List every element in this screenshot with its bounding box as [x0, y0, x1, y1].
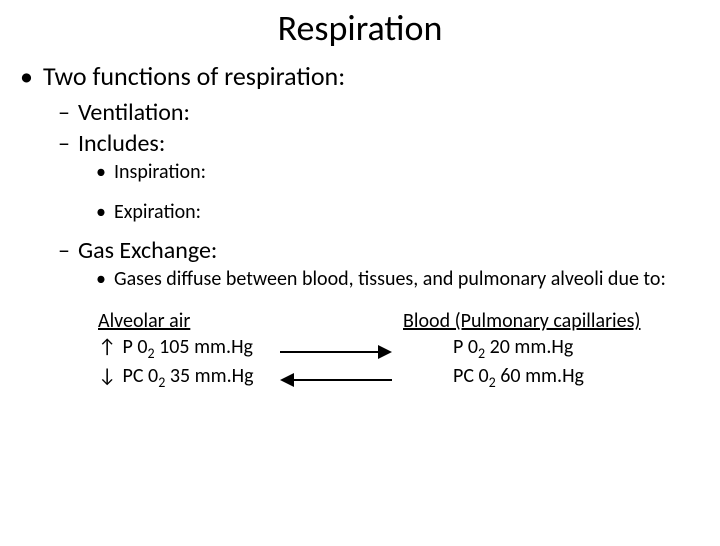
bullet-level2: – Includes: [58, 129, 720, 158]
level3-text: Expiration: [114, 200, 201, 224]
slide-title: Respiration [0, 6, 720, 50]
level3-text: Gases diffuse between blood, tissues, an… [114, 267, 666, 291]
bullet-dot-small: • [96, 160, 106, 184]
bullet-level2: – Ventilation: [58, 98, 720, 127]
arrow-left-icon [280, 373, 392, 387]
bullet-level3: • Inspiration: [96, 160, 720, 184]
bullet-level3: • Expiration: [96, 200, 720, 224]
level2-text: Gas Exchange: [78, 236, 217, 265]
bullet-dash: – [58, 236, 70, 265]
level1-text: Two functions of respiration: [43, 60, 345, 92]
blood-column: Blood (Pulmonary capillaries) P 02 20 mm… [403, 309, 703, 391]
level3-text: Inspiration: [114, 160, 206, 184]
arrow-right-icon [280, 345, 392, 359]
down-arrow-icon: ↓ [98, 364, 118, 388]
blood-po2-row: P 02 20 mm.Hg [403, 335, 703, 362]
bullet-dash: – [58, 129, 70, 158]
bullet-dot-small: • [96, 200, 106, 224]
bullet-dash: – [58, 98, 70, 127]
up-arrow-icon: ↑ [98, 335, 118, 359]
gas-exchange-diagram: Alveolar air ↑ P 02 105 mm.Hg ↓ PC 02 35… [0, 309, 720, 419]
bullet-dot-small: • [96, 267, 106, 291]
exchange-arrows [280, 343, 400, 403]
level2-text: Ventilation: [78, 98, 190, 127]
blood-pco2-row: PC 02 60 mm.Hg [403, 364, 703, 391]
bullet-level2: – Gas Exchange: [58, 236, 720, 265]
blood-heading: Blood (Pulmonary capillaries) [403, 309, 703, 333]
bullet-level1: • Two functions of respiration: [20, 60, 720, 92]
alveolar-heading: Alveolar air [98, 309, 318, 333]
level2-text: Includes: [78, 129, 165, 158]
bullet-dot: • [20, 60, 33, 92]
bullet-level3: • Gases diffuse between blood, tissues, … [96, 267, 720, 291]
